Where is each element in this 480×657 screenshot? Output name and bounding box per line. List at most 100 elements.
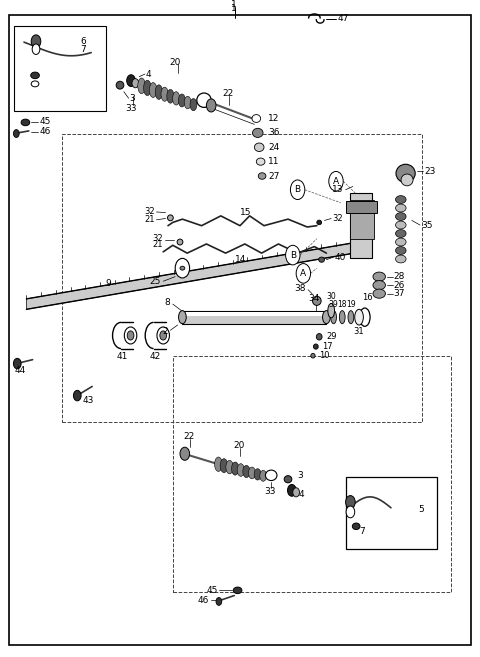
Ellipse shape xyxy=(373,281,385,290)
Text: 6: 6 xyxy=(81,37,86,46)
Text: 29: 29 xyxy=(326,332,337,341)
Text: 20: 20 xyxy=(233,441,245,450)
Ellipse shape xyxy=(173,92,180,105)
Ellipse shape xyxy=(313,344,318,350)
Ellipse shape xyxy=(323,311,330,324)
Circle shape xyxy=(124,327,137,344)
Ellipse shape xyxy=(231,462,239,475)
Text: 30: 30 xyxy=(326,292,336,301)
Text: 21: 21 xyxy=(144,215,155,224)
Ellipse shape xyxy=(249,467,255,479)
Text: 33: 33 xyxy=(264,486,276,495)
Circle shape xyxy=(286,245,300,265)
Ellipse shape xyxy=(265,470,277,480)
Ellipse shape xyxy=(197,93,211,107)
Ellipse shape xyxy=(167,89,174,103)
Ellipse shape xyxy=(396,238,406,246)
Ellipse shape xyxy=(226,461,233,474)
Text: 36: 36 xyxy=(268,128,280,137)
Text: 41: 41 xyxy=(117,352,128,361)
Circle shape xyxy=(290,180,305,200)
Text: 27: 27 xyxy=(268,171,280,181)
Ellipse shape xyxy=(396,196,406,204)
Ellipse shape xyxy=(355,309,363,325)
Text: 45: 45 xyxy=(40,117,51,126)
Ellipse shape xyxy=(144,80,151,95)
Text: 46: 46 xyxy=(40,127,51,136)
Text: 7: 7 xyxy=(359,527,365,536)
Ellipse shape xyxy=(190,99,197,111)
Text: 3: 3 xyxy=(130,95,135,103)
Circle shape xyxy=(31,35,41,48)
Ellipse shape xyxy=(149,83,157,97)
Ellipse shape xyxy=(237,464,244,476)
Circle shape xyxy=(180,447,190,461)
Polygon shape xyxy=(182,311,326,324)
Text: 15: 15 xyxy=(240,208,252,217)
Ellipse shape xyxy=(352,523,360,530)
Circle shape xyxy=(127,75,135,87)
Circle shape xyxy=(293,487,300,497)
Text: 28: 28 xyxy=(394,272,405,281)
Text: 22: 22 xyxy=(183,432,194,442)
Ellipse shape xyxy=(180,266,185,270)
Text: 13: 13 xyxy=(332,185,344,194)
Ellipse shape xyxy=(31,72,39,79)
Text: B: B xyxy=(290,250,296,260)
Text: 24: 24 xyxy=(268,143,279,152)
Circle shape xyxy=(127,331,134,340)
Ellipse shape xyxy=(256,158,265,165)
Bar xyxy=(350,200,374,238)
Bar xyxy=(346,201,377,213)
Text: A: A xyxy=(333,177,339,186)
Circle shape xyxy=(13,129,19,137)
Text: 4: 4 xyxy=(299,490,304,499)
Ellipse shape xyxy=(339,311,345,324)
Ellipse shape xyxy=(396,213,406,221)
Ellipse shape xyxy=(360,308,370,327)
Ellipse shape xyxy=(21,119,30,125)
Ellipse shape xyxy=(317,220,322,225)
Bar xyxy=(346,477,437,549)
Ellipse shape xyxy=(184,97,191,109)
Text: 5: 5 xyxy=(419,505,424,514)
Polygon shape xyxy=(185,312,324,316)
Text: 4: 4 xyxy=(145,70,151,79)
Polygon shape xyxy=(26,243,350,309)
Ellipse shape xyxy=(396,255,406,263)
Text: 14: 14 xyxy=(235,255,247,264)
Ellipse shape xyxy=(348,311,354,324)
Ellipse shape xyxy=(179,94,185,107)
Circle shape xyxy=(346,506,355,518)
Text: 17: 17 xyxy=(323,342,333,351)
Text: 3: 3 xyxy=(298,471,303,480)
Text: 18: 18 xyxy=(337,300,347,309)
Ellipse shape xyxy=(177,239,183,245)
Text: 11: 11 xyxy=(268,157,280,166)
Ellipse shape xyxy=(254,143,264,152)
Ellipse shape xyxy=(260,470,266,482)
Bar xyxy=(62,134,422,422)
Circle shape xyxy=(288,484,296,496)
Text: 45: 45 xyxy=(206,586,217,595)
Ellipse shape xyxy=(220,459,228,472)
Ellipse shape xyxy=(396,246,406,254)
Ellipse shape xyxy=(258,173,266,179)
Circle shape xyxy=(73,390,81,401)
Ellipse shape xyxy=(373,272,385,281)
Ellipse shape xyxy=(284,476,292,483)
Text: 12: 12 xyxy=(268,114,280,123)
Text: 32: 32 xyxy=(333,214,343,223)
Ellipse shape xyxy=(161,87,168,101)
Text: 37: 37 xyxy=(394,289,405,298)
Text: 21: 21 xyxy=(153,240,163,249)
Ellipse shape xyxy=(328,304,335,318)
Text: 2: 2 xyxy=(162,327,168,336)
Circle shape xyxy=(160,331,167,340)
Ellipse shape xyxy=(116,81,124,89)
Circle shape xyxy=(296,263,311,283)
Circle shape xyxy=(329,171,343,191)
Text: 38: 38 xyxy=(295,284,306,293)
Ellipse shape xyxy=(31,81,39,87)
Ellipse shape xyxy=(312,296,321,306)
